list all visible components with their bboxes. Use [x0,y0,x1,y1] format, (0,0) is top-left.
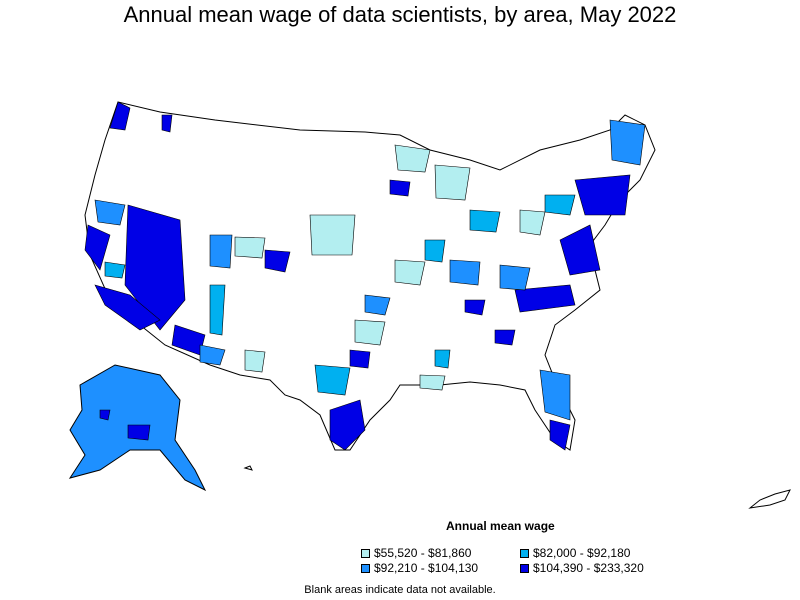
legend-title: Annual mean wage [446,519,555,533]
legend-label: $55,520 - $81,860 [374,546,472,560]
region-tier-1 [234,144,546,391]
region-tier-3 [94,119,646,421]
legend-label: $92,210 - $104,130 [374,561,479,575]
region-tier-4 [84,101,631,451]
legend-swatch [520,563,529,573]
map-title: Annual mean wage of data scientists, by … [123,2,677,27]
legend-label: $104,390 - $233,320 [533,561,644,575]
legend-swatch [520,548,529,558]
legend-item-tier-3: $92,210 - $104,130 [361,561,478,575]
legend-swatch [361,548,370,558]
legend-item-tier-4: $104,390 - $233,320 [520,561,644,575]
contiguous-us-outline [84,101,656,451]
legend-swatch [361,563,370,573]
region-tier-2 [104,194,576,396]
legend-item-tier-1: $55,520 - $81,860 [361,546,471,560]
hawaii-islands [243,465,791,509]
legend-item-tier-2: $82,000 - $92,180 [520,546,630,560]
legend-label: $82,000 - $92,180 [533,546,631,560]
data-availability-note: Blank areas indicate data not available. [304,584,496,596]
